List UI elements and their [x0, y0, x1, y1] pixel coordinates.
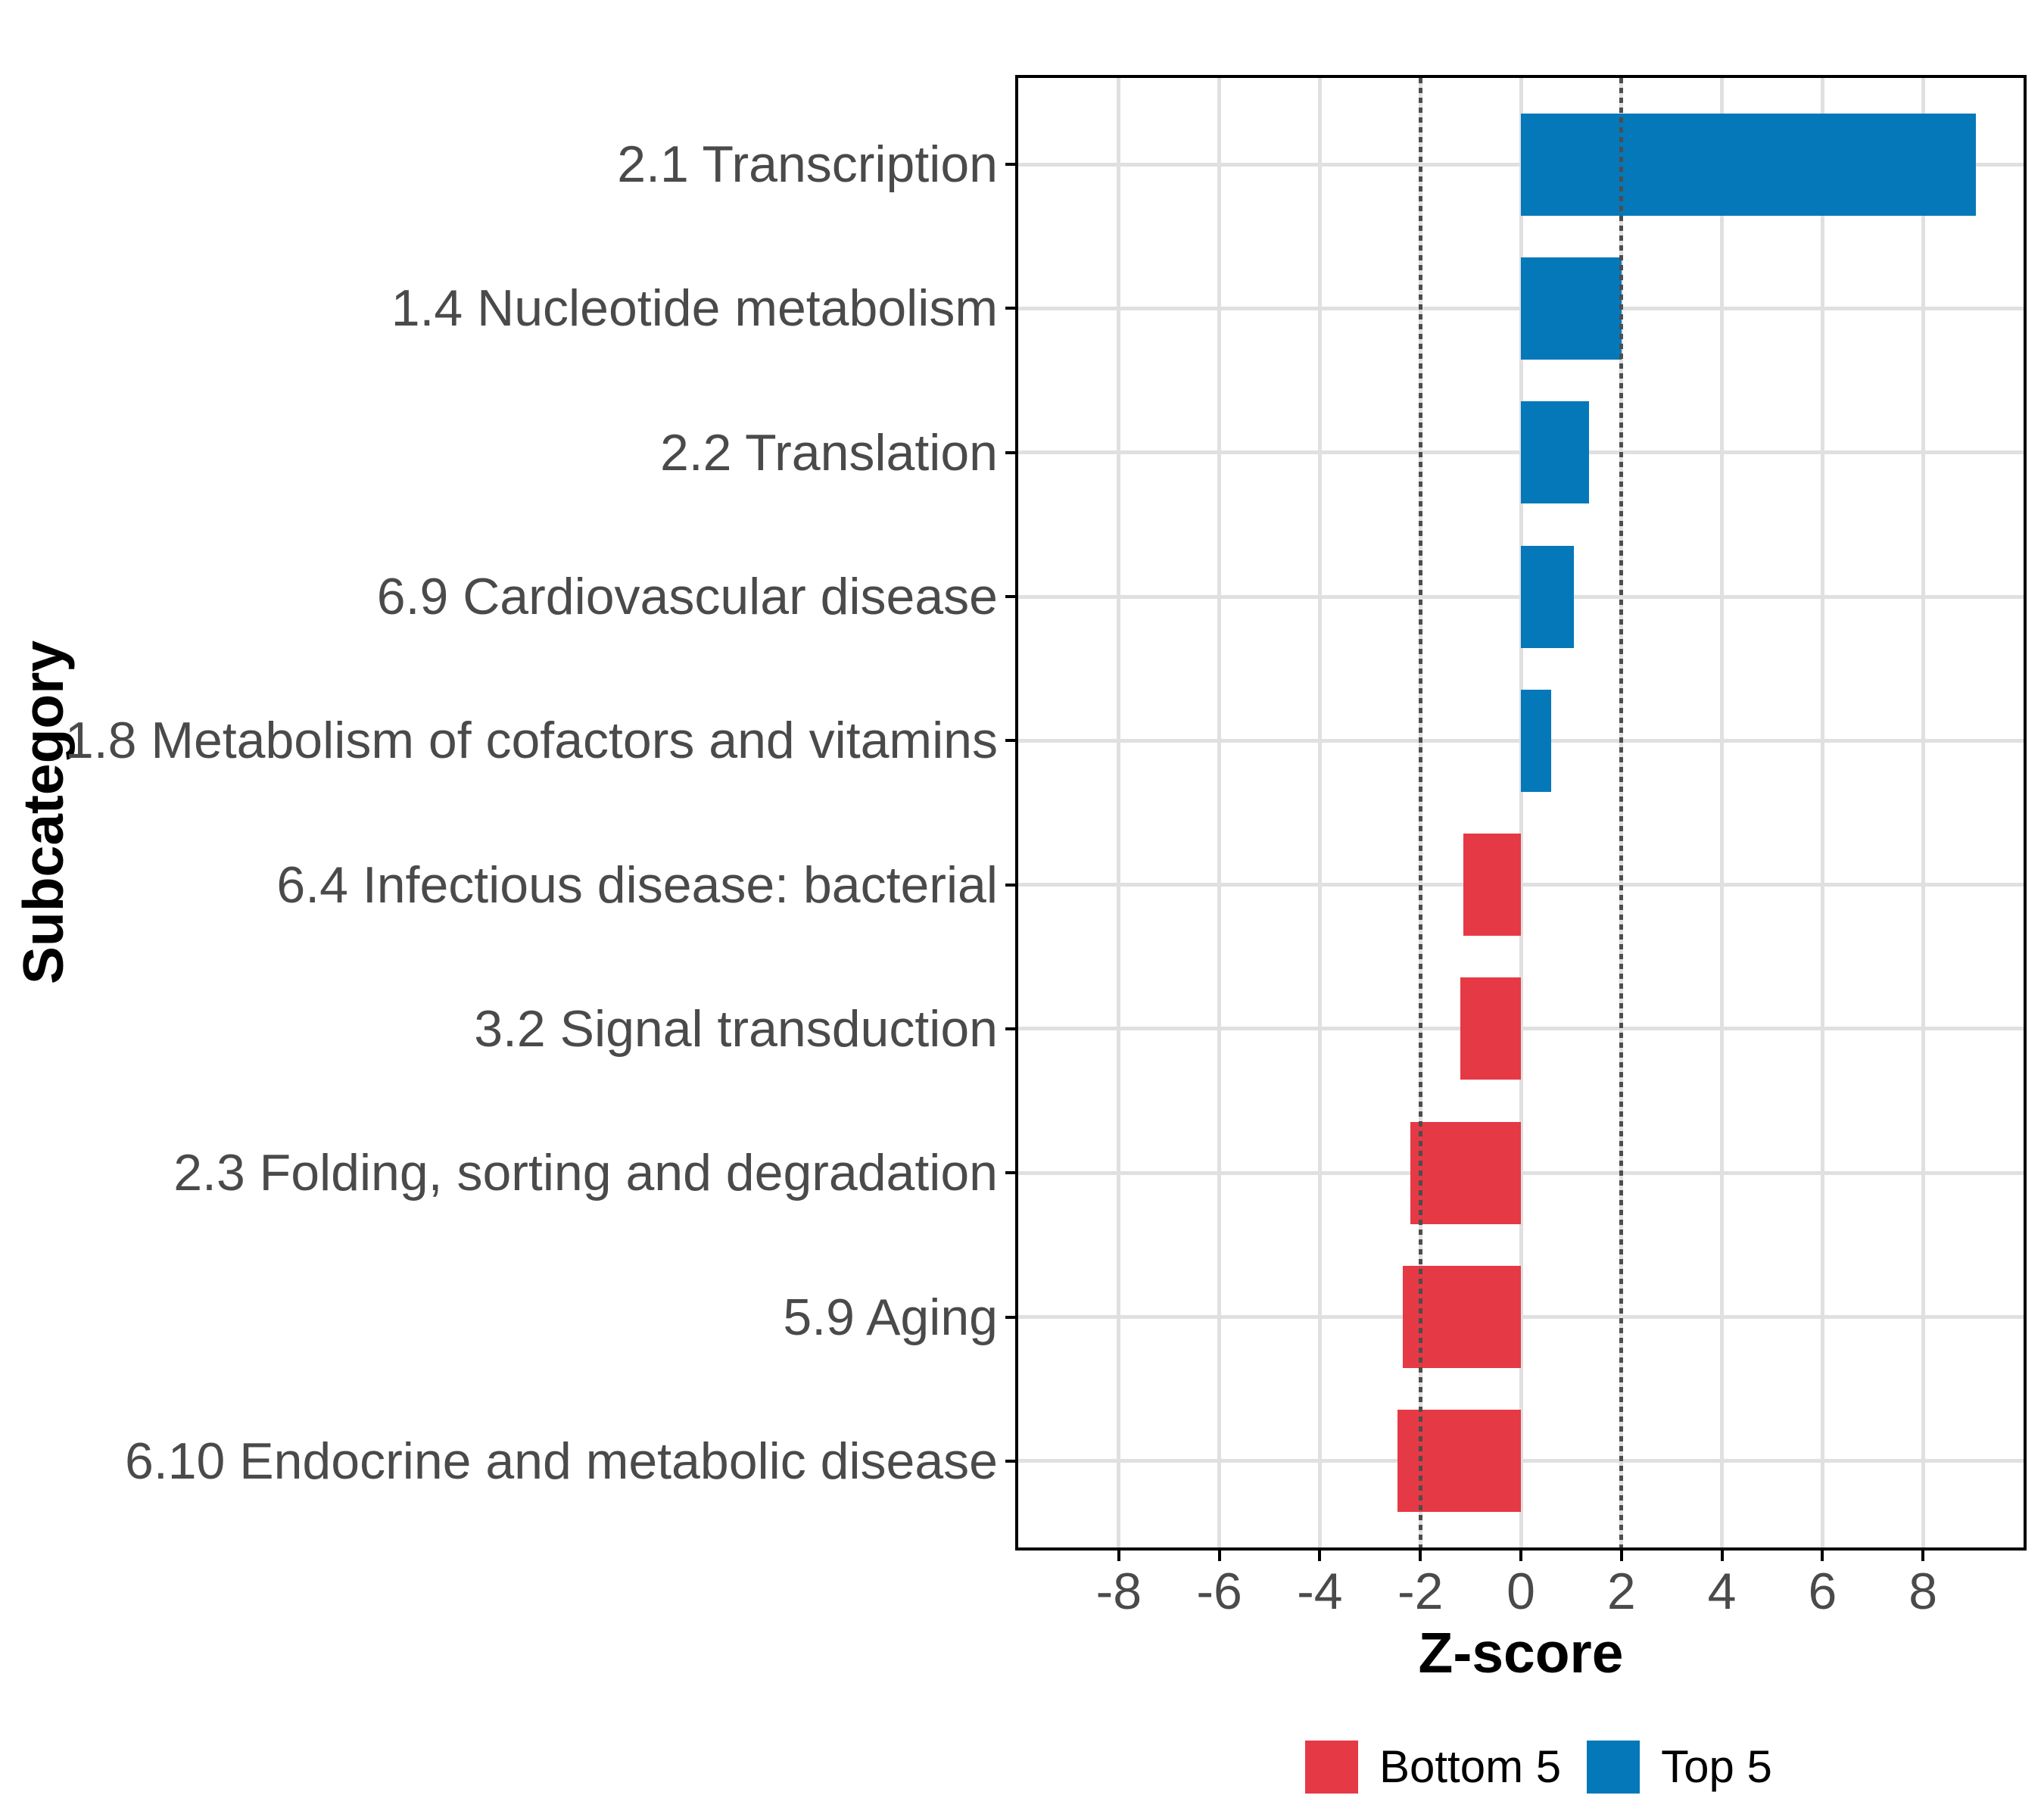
y-axis-tick-label: 2.2 Translation [659, 423, 998, 482]
plot-panel [1015, 75, 2027, 1551]
gridline-horizontal [1018, 1027, 2024, 1031]
x-axis-tick [1619, 1551, 1623, 1561]
legend-item: Top 5 [1587, 1738, 1798, 1796]
x-axis-tick-label: 0 [1507, 1563, 1535, 1620]
bar-bottom5 [1410, 1121, 1521, 1224]
bar-bottom5 [1397, 1410, 1521, 1513]
bar-top5 [1521, 689, 1551, 792]
x-axis-tick [1821, 1551, 1824, 1561]
gridline-vertical [1217, 78, 1222, 1547]
bar-top5 [1521, 257, 1622, 360]
gridline-vertical [1519, 78, 1523, 1547]
bar-top5 [1521, 545, 1574, 648]
bar-bottom5 [1463, 834, 1521, 937]
x-axis-tick [1217, 1551, 1221, 1561]
legend-label: Bottom 5 [1379, 1741, 1562, 1792]
y-axis-tick [1005, 450, 1015, 454]
legend-item: Bottom 5 [1305, 1738, 1587, 1796]
bar-top5 [1521, 401, 1589, 504]
y-axis-tick-label: 6.4 Infectious disease: bacterial [276, 856, 998, 914]
x-axis-tick-label: -8 [1095, 1563, 1142, 1620]
y-axis-tick [1005, 1027, 1015, 1030]
x-axis-tick [1720, 1551, 1724, 1561]
gridline-vertical [1720, 78, 1725, 1547]
y-axis-tick-label: 3.2 Signal transduction [474, 999, 998, 1058]
y-axis-tick [1005, 163, 1015, 167]
y-axis-tick-label: 6.9 Cardiovascular disease [376, 568, 998, 626]
legend-label: Top 5 [1661, 1741, 1772, 1792]
bar-top5 [1521, 113, 1976, 216]
x-axis-tick-label: 6 [1808, 1563, 1837, 1620]
gridline-horizontal [1018, 883, 2024, 887]
legend-swatch-bottom5 [1305, 1741, 1358, 1794]
y-axis-tick [1005, 1171, 1015, 1175]
x-axis-tick-label: -6 [1196, 1563, 1242, 1620]
legend: Bottom 5 Top 5 [1305, 1738, 1798, 1796]
x-axis-tick-label: 8 [1908, 1563, 1938, 1620]
x-axis-tick [1117, 1551, 1120, 1561]
gridline-vertical [1117, 78, 1121, 1547]
legend-swatch-top5 [1587, 1741, 1640, 1794]
y-axis-tick [1005, 1459, 1015, 1463]
y-axis-tick [1005, 739, 1015, 743]
y-axis-tick-label: 1.4 Nucleotide metabolism [391, 279, 998, 338]
x-axis-tick [1318, 1551, 1322, 1561]
y-axis-tick-label: 6.10 Endocrine and metabolic disease [125, 1432, 998, 1490]
gridline-horizontal [1018, 1315, 2024, 1320]
y-axis-tick-label: 2.3 Folding, sorting and degradation [173, 1144, 998, 1202]
y-axis-tick [1005, 595, 1015, 599]
gridline-vertical [1317, 78, 1322, 1547]
y-axis-tick [1005, 307, 1015, 310]
reference-line [1619, 78, 1624, 1547]
gridline-horizontal [1018, 1170, 2024, 1175]
y-axis-title: Subcategory [11, 640, 75, 985]
x-axis-tick [1419, 1551, 1422, 1561]
y-axis-tick-label: 5.9 Aging [783, 1288, 998, 1346]
y-axis-tick-label: 2.1 Transcription [617, 136, 998, 194]
x-axis-tick-label: 2 [1606, 1563, 1636, 1620]
x-axis-tick [1921, 1551, 1925, 1561]
bar-bottom5 [1402, 1266, 1521, 1369]
gridline-vertical [1820, 78, 1824, 1547]
gridline-horizontal [1018, 1459, 2024, 1463]
gridline-vertical [1921, 78, 1925, 1547]
bar-bottom5 [1460, 977, 1521, 1080]
x-axis-tick-label: -4 [1297, 1563, 1343, 1620]
y-axis-tick [1005, 1315, 1015, 1319]
x-axis-tick [1519, 1551, 1522, 1561]
y-axis-tick-label: 1.8 Metabolism of cofactors and vitamins [64, 712, 998, 770]
x-axis-tick-label: -2 [1397, 1563, 1444, 1620]
x-axis-title: Z-score [1418, 1621, 1624, 1685]
y-axis-tick [1005, 883, 1015, 887]
reference-line [1418, 78, 1422, 1547]
x-axis-tick-label: 4 [1707, 1563, 1737, 1620]
